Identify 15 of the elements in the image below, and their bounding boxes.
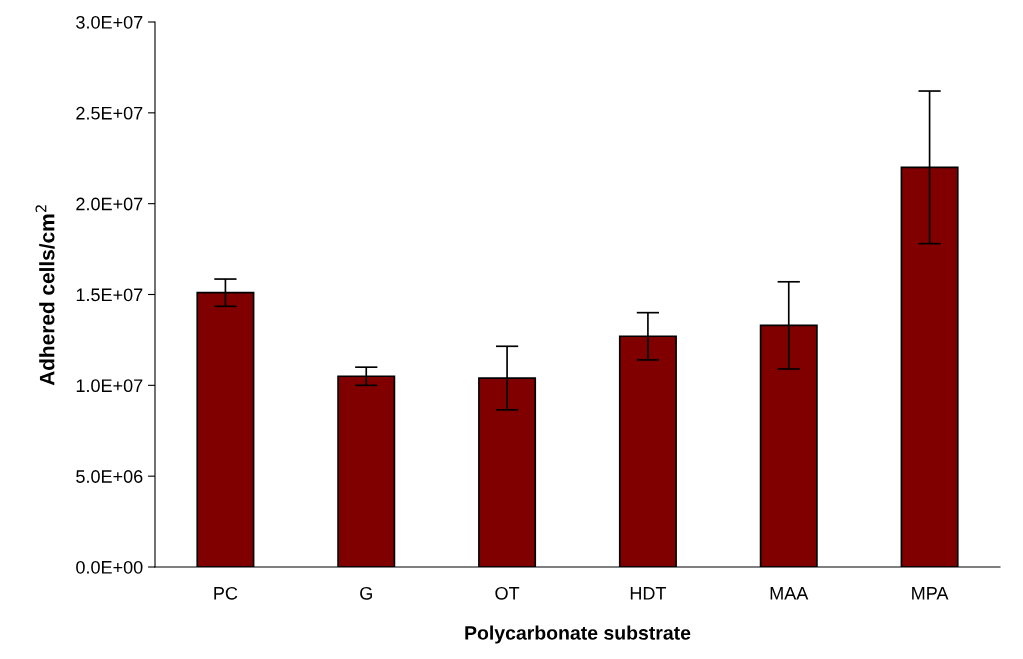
y-tick-label: 2.0E+07 (76, 197, 143, 211)
y-tick-label: 1.5E+07 (76, 288, 143, 302)
x-tick-label: G (360, 586, 372, 600)
x-tick-label: OT (495, 586, 520, 600)
x-tick-label: MPA (912, 587, 949, 600)
x-tick-label: MAA (770, 587, 809, 600)
x-axis-title: Polycarbonate substrate (465, 625, 691, 644)
x-tick-label: HDT (630, 587, 667, 600)
y-tick-label: 2.5E+07 (76, 106, 143, 120)
y-tick-label: 0.0E+00 (76, 560, 143, 574)
y-tick-label: 5.0E+06 (76, 470, 143, 483)
y-axis-title: Adhered cells/cm$^{2}$ (35, 205, 55, 386)
y-tick-label: 1.0E+07 (76, 379, 143, 393)
y-tick-label: 3.0E+07 (76, 15, 143, 29)
x-tick-label: PC (214, 586, 238, 600)
